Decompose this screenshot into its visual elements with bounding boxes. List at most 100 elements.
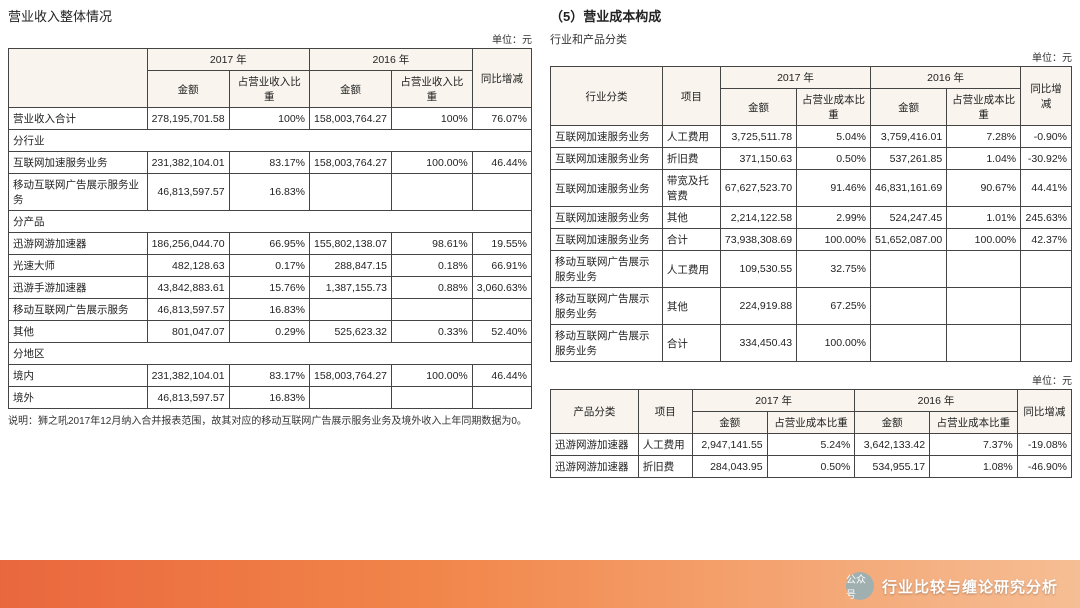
row-a16 [871, 325, 947, 362]
row-item: 人工费用 [638, 434, 692, 456]
row-item: 折旧费 [638, 456, 692, 478]
row-yoy: 42.37% [1021, 229, 1072, 251]
col-2016: 2016 年 [310, 49, 473, 71]
table-row: 营业收入合计278,195,701.58100%158,003,764.2710… [9, 108, 532, 130]
table-row: 移动互联网广告展示服务业务人工费用109,530.5532.75% [551, 251, 1072, 288]
table-row: 迅游手游加速器43,842,883.6115.76%1,387,155.730.… [9, 277, 532, 299]
table-row: 互联网加速服务业务合计73,938,308.69100.00%51,652,08… [551, 229, 1072, 251]
row-p16: 98.61% [392, 233, 473, 255]
row-p16 [392, 387, 473, 409]
row-item: 合计 [662, 229, 720, 251]
table-row: 迅游网游加速器折旧费284,043.950.50%534,955.171.08%… [551, 456, 1072, 478]
row-yoy: 19.55% [472, 233, 531, 255]
row-p17: 91.46% [797, 170, 871, 207]
row-yoy: -30.92% [1021, 148, 1072, 170]
row-p17: 83.17% [229, 365, 309, 387]
row-p17: 5.04% [797, 126, 871, 148]
cost-industry-table: 行业分类 项目 2017 年 2016 年 同比增减 金额 占营业成本比重 金额… [550, 66, 1072, 362]
row-yoy: 245.63% [1021, 207, 1072, 229]
row-yoy: 44.41% [1021, 170, 1072, 207]
row-name: 迅游网游加速器 [9, 233, 148, 255]
row-p16: 0.33% [392, 321, 473, 343]
row-p17: 0.50% [797, 148, 871, 170]
row-yoy [472, 387, 531, 409]
row-name: 境外 [9, 387, 148, 409]
col-pct-16-p: 占营业成本比重 [930, 412, 1018, 434]
row-a17: 2,947,141.55 [692, 434, 767, 456]
right-unit-1: 单位：元 [550, 49, 1072, 64]
row-name: 光速大师 [9, 255, 148, 277]
row-yoy: 76.07% [472, 108, 531, 130]
revenue-table: 2017 年 2016 年 同比增减 金额 占营业收入比重 金额 占营业收入比重… [8, 48, 532, 409]
row-a17: 3,725,511.78 [720, 126, 796, 148]
col-pct-17-p: 占营业成本比重 [767, 412, 855, 434]
section-row: 分行业 [9, 130, 532, 152]
row-p17: 100% [229, 108, 309, 130]
row-item: 其他 [662, 288, 720, 325]
left-title: 营业收入整体情况 [8, 6, 532, 25]
row-p17: 32.75% [797, 251, 871, 288]
col-item: 项目 [662, 67, 720, 126]
row-p16 [392, 299, 473, 321]
row-cat: 迅游网游加速器 [551, 434, 639, 456]
row-cat: 移动互联网广告展示服务业务 [551, 325, 663, 362]
row-p16: 0.88% [392, 277, 473, 299]
row-a17: 186,256,044.70 [147, 233, 229, 255]
row-name: 境内 [9, 365, 148, 387]
row-a17: 46,813,597.57 [147, 299, 229, 321]
row-p16: 7.28% [947, 126, 1021, 148]
right-title: （5）营业成本构成 [550, 6, 1072, 25]
col-amt-17-r: 金额 [720, 89, 796, 126]
section-row: 分地区 [9, 343, 532, 365]
table-row: 互联网加速服务业务人工费用3,725,511.785.04%3,759,416.… [551, 126, 1072, 148]
col-amt-17-p: 金额 [692, 412, 767, 434]
row-p16: 7.37% [930, 434, 1018, 456]
row-cat: 移动互联网广告展示服务业务 [551, 288, 663, 325]
left-footnote: 说明：狮之吼2017年12月纳入合并报表范围，故其对应的移动互联网广告展示服务业… [8, 415, 532, 429]
table-row: 光速大师482,128.630.17%288,847.150.18%66.91% [9, 255, 532, 277]
row-yoy [472, 174, 531, 211]
row-cat: 互联网加速服务业务 [551, 207, 663, 229]
table-row: 迅游网游加速器人工费用2,947,141.555.24%3,642,133.42… [551, 434, 1072, 456]
table-row: 迅游网游加速器186,256,044.7066.95%155,802,138.0… [9, 233, 532, 255]
row-p16 [947, 288, 1021, 325]
table-row: 移动互联网广告展示服务46,813,597.5716.83% [9, 299, 532, 321]
table-row: 互联网加速服务业务折旧费371,150.630.50%537,261.851.0… [551, 148, 1072, 170]
row-a16: 158,003,764.27 [310, 108, 392, 130]
row-a16: 155,802,138.07 [310, 233, 392, 255]
row-a17: 46,813,597.57 [147, 174, 229, 211]
col-blank [9, 49, 148, 108]
banner-text: 行业比较与缠论研究分析 [882, 576, 1058, 597]
row-a16: 51,652,087.00 [871, 229, 947, 251]
col-product: 产品分类 [551, 390, 639, 434]
row-name: 营业收入合计 [9, 108, 148, 130]
bottom-banner: 公众号 行业比较与缠论研究分析 [0, 560, 1080, 608]
row-item: 人工费用 [662, 251, 720, 288]
col-amt-16: 金额 [310, 71, 392, 108]
row-p17: 0.50% [767, 456, 855, 478]
row-name: 互联网加速服务业务 [9, 152, 148, 174]
row-p16 [947, 251, 1021, 288]
col-yoy: 同比增减 [472, 49, 531, 108]
row-p17: 16.83% [229, 299, 309, 321]
row-a17: 109,530.55 [720, 251, 796, 288]
col-2016-r: 2016 年 [871, 67, 1021, 89]
col-item-p: 项目 [638, 390, 692, 434]
row-a16: 524,247.45 [871, 207, 947, 229]
row-a16: 1,387,155.73 [310, 277, 392, 299]
col-2017-p: 2017 年 [692, 390, 854, 412]
col-amt-16-r: 金额 [871, 89, 947, 126]
row-cat: 迅游网游加速器 [551, 456, 639, 478]
row-a16: 525,623.32 [310, 321, 392, 343]
row-yoy: -46.90% [1017, 456, 1071, 478]
col-amt-16-p: 金额 [855, 412, 930, 434]
row-p16: 100% [392, 108, 473, 130]
row-yoy [1021, 251, 1072, 288]
row-yoy [1021, 288, 1072, 325]
row-yoy: 52.40% [472, 321, 531, 343]
table-row: 移动互联网广告展示服务业务46,813,597.5716.83% [9, 174, 532, 211]
cost-product-table: 产品分类 项目 2017 年 2016 年 同比增减 金额 占营业成本比重 金额… [550, 389, 1072, 478]
col-2017-r: 2017 年 [720, 67, 870, 89]
row-a17: 482,128.63 [147, 255, 229, 277]
cost-panel: （5）营业成本构成 行业和产品分类 单位：元 行业分类 项目 2017 年 20… [550, 4, 1072, 478]
